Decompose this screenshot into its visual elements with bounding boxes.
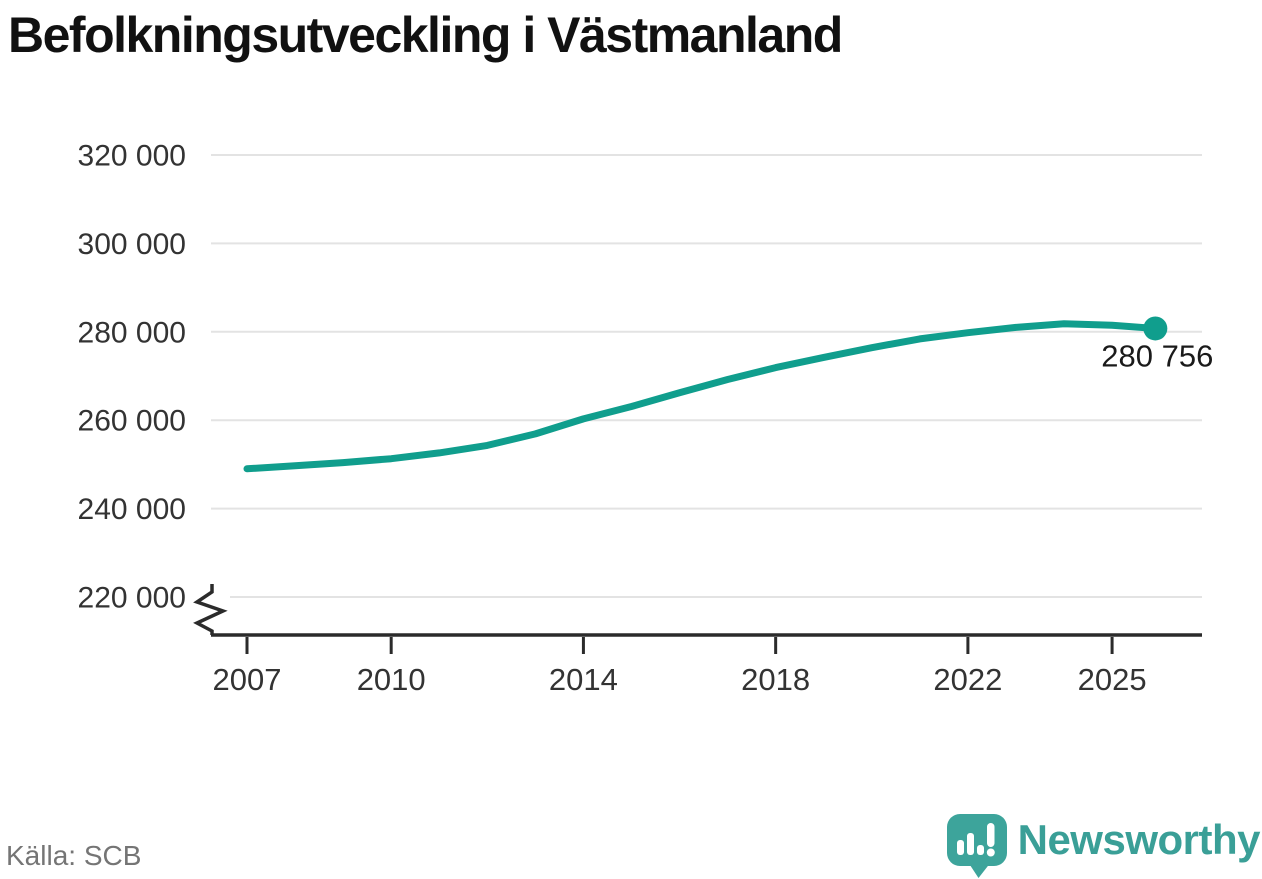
y-tick-label: 240 000 [78, 493, 186, 526]
x-tick-label: 2010 [357, 662, 426, 697]
endpoint-value-label: 280 756 [1101, 338, 1213, 373]
y-tick-label: 320 000 [78, 140, 186, 173]
x-tick-label: 2025 [1078, 662, 1147, 697]
population-line [243, 320, 1159, 473]
axis-break-icon [193, 584, 228, 635]
chart-title: Befolkningsutveckling i Västmanland [8, 7, 843, 63]
y-tick-label: 220 000 [78, 582, 186, 615]
y-tick-label: 280 000 [78, 316, 186, 349]
brand-logo: Newsworthy [945, 812, 1261, 878]
y-tick-label: 260 000 [78, 405, 186, 438]
y-tick-label: 300 000 [78, 228, 186, 261]
x-tick-label: 2007 [213, 662, 282, 697]
newsworthy-speech-bubble-chart-icon [946, 814, 1007, 878]
endpoint-dot [1143, 316, 1168, 341]
x-tick-label: 2014 [549, 662, 618, 697]
source-note: Källa: SCB [6, 840, 142, 871]
x-tick-label: 2018 [741, 662, 810, 697]
x-tick-label: 2022 [933, 662, 1002, 697]
brand-name: Newsworthy [1017, 816, 1261, 863]
